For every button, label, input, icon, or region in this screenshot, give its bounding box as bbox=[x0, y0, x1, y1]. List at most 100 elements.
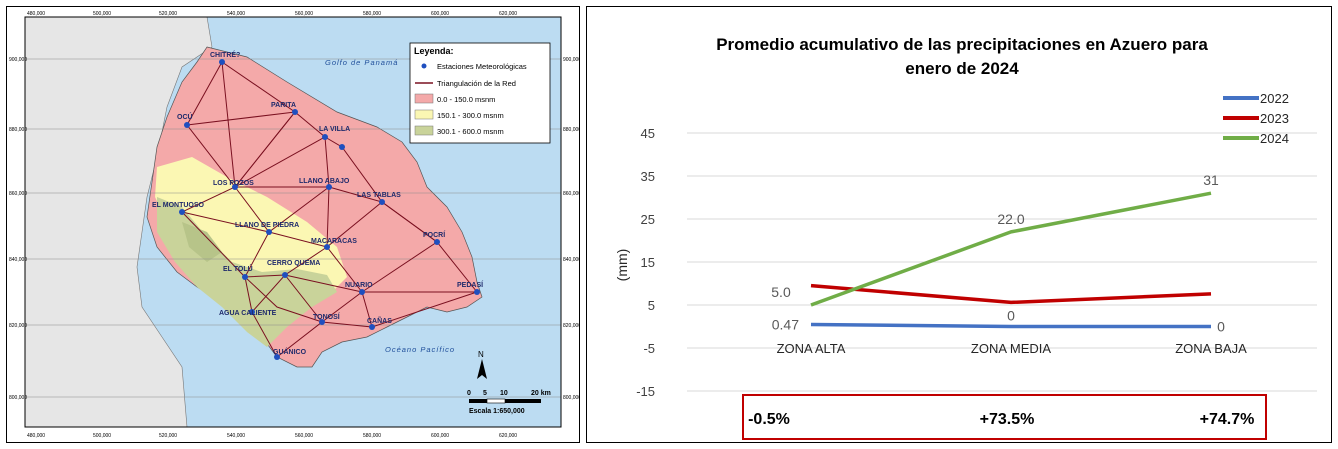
data-label: 0 bbox=[1007, 308, 1015, 324]
station-marker bbox=[359, 289, 365, 295]
change-value: +73.5% bbox=[980, 411, 1035, 428]
town-label: GUÁNICO bbox=[273, 347, 307, 356]
map-y-tick: 800,000 bbox=[563, 395, 579, 401]
map-y-ticks: 900,000 880,000 860,000 840,000 820,000 … bbox=[9, 57, 581, 401]
map-y-tick: 860,000 bbox=[9, 191, 27, 197]
map-x-ticks-top: 480,000 500,000 520,000 540,000 560,000 … bbox=[27, 11, 517, 17]
town-label: CHITRÉ? bbox=[210, 50, 240, 59]
station-marker bbox=[274, 354, 280, 360]
swatch-0-150 bbox=[414, 93, 434, 104]
sea-label-south: Océano Pacífico bbox=[385, 345, 455, 354]
map-y-tick: 860,000 bbox=[563, 191, 579, 197]
sea-label-north: Golfo de Panamá bbox=[325, 58, 398, 67]
town-label: MACARACAS bbox=[311, 238, 357, 245]
chart-panel: -15 -5 5 15 25 35 45 ZONA ALTA ZONA MEDIA ZONA B… bbox=[586, 6, 1332, 443]
data-labels: 0.47 0 0 5.0 22.0 31 bbox=[771, 172, 1225, 334]
station-marker bbox=[326, 184, 332, 190]
data-label: 0.47 bbox=[772, 316, 799, 332]
swatch-150-300 bbox=[414, 109, 434, 120]
north-label: N bbox=[478, 350, 484, 359]
map-legend-label: 300.1 - 600.0 msnm bbox=[437, 127, 504, 136]
town-label: NUARIO bbox=[345, 282, 373, 289]
map-x-tick: 500,000 bbox=[93, 11, 111, 17]
map-x-tick: 620,000 bbox=[499, 433, 517, 439]
town-label: EL MONTUOSO bbox=[152, 202, 205, 209]
station-marker bbox=[292, 109, 298, 115]
y-tick-label: 25 bbox=[641, 212, 655, 227]
town-label: PEDASÍ bbox=[457, 280, 484, 289]
map-x-tick: 560,000 bbox=[295, 11, 313, 17]
data-label: 31 bbox=[1203, 172, 1219, 188]
map-y-tick: 900,000 bbox=[9, 57, 27, 63]
chart-legend: 2022 2023 2024 bbox=[1223, 91, 1289, 146]
precipitation-line-chart: -15 -5 5 15 25 35 45 ZONA ALTA ZONA MEDIA ZONA B… bbox=[614, 35, 1317, 440]
map-legend-label: Estaciones Meteorológicas bbox=[437, 62, 527, 71]
north-arrow-icon: N bbox=[477, 350, 487, 379]
station-marker bbox=[219, 59, 225, 65]
data-label: 0 bbox=[1217, 319, 1225, 335]
scale-bar: 0 5 10 20 km Escala 1:650,000 bbox=[467, 390, 551, 415]
gridlines bbox=[687, 132, 1317, 392]
series-line-2023 bbox=[810, 283, 1212, 305]
town-label: EL TOLÚ bbox=[223, 264, 253, 273]
series-line-2024 bbox=[810, 191, 1212, 307]
map-x-tick: 580,000 bbox=[363, 11, 381, 17]
y-axis-label: (mm) bbox=[614, 249, 630, 282]
town-label: LAS TABLAS bbox=[357, 192, 401, 199]
category-label: ZONA ALTA bbox=[777, 341, 846, 356]
map-x-tick: 520,000 bbox=[159, 11, 177, 17]
map-y-tick: 880,000 bbox=[563, 127, 579, 133]
station-marker bbox=[339, 144, 345, 150]
station-marker bbox=[322, 134, 328, 140]
map-x-tick: 520,000 bbox=[159, 433, 177, 439]
town-label: LLANO ABAJO bbox=[299, 178, 350, 185]
legend-label: 2024 bbox=[1260, 131, 1289, 146]
series-lines bbox=[810, 191, 1212, 329]
swatch-300-600 bbox=[414, 125, 434, 136]
station-marker bbox=[379, 199, 385, 205]
chart-title-line-2: enero de 2024 bbox=[905, 59, 1019, 78]
scale-tick: 10 bbox=[500, 390, 508, 397]
town-labels: CHITRÉ? OCÚ PARITA LA VILLA LOS POZOS LL… bbox=[152, 50, 484, 356]
chart-title-line-1: Promedio acumulativo de las precipitacio… bbox=[716, 35, 1208, 54]
category-label: ZONA MEDIA bbox=[971, 341, 1052, 356]
map-legend-label: 150.1 - 300.0 msnm bbox=[437, 111, 504, 120]
map-legend-title: Leyenda: bbox=[414, 46, 454, 56]
town-label: CAÑAS bbox=[367, 316, 392, 325]
station-legend-icon bbox=[421, 63, 427, 69]
station-marker bbox=[474, 289, 480, 295]
scale-tick: 20 km bbox=[531, 390, 551, 397]
y-tick-label: -5 bbox=[643, 341, 655, 356]
station-marker bbox=[232, 184, 238, 190]
map-x-tick: 480,000 bbox=[27, 11, 45, 17]
data-label: 5.0 bbox=[771, 284, 791, 300]
town-label: AGUA CALIENTE bbox=[219, 310, 277, 317]
scale-tick: 0 bbox=[467, 390, 471, 397]
station-marker bbox=[282, 272, 288, 278]
map-y-tick: 820,000 bbox=[563, 323, 579, 329]
scale-text: Escala 1:650,000 bbox=[469, 408, 525, 415]
legend-label: 2023 bbox=[1260, 111, 1289, 126]
map-x-tick: 540,000 bbox=[227, 11, 245, 17]
map-legend-label: Triangulación de la Red bbox=[437, 79, 516, 88]
map-y-tick: 880,000 bbox=[9, 127, 27, 133]
data-label: 22.0 bbox=[997, 211, 1024, 227]
map-y-tick: 820,000 bbox=[9, 323, 27, 329]
map-x-tick: 620,000 bbox=[499, 11, 517, 17]
map-legend-label: 0.0 - 150.0 msnm bbox=[437, 95, 495, 104]
y-tick-label: 5 bbox=[648, 298, 655, 313]
town-label: LLANO DE PIEDRA bbox=[235, 222, 299, 229]
town-label: CERRO QUEMA bbox=[267, 260, 320, 267]
station-markers bbox=[179, 59, 480, 360]
map-x-tick: 540,000 bbox=[227, 433, 245, 439]
y-tick-label: -15 bbox=[636, 384, 655, 399]
series-line-2022 bbox=[810, 322, 1211, 329]
legend-label: 2022 bbox=[1260, 91, 1289, 106]
y-tick-label: 45 bbox=[641, 126, 655, 141]
azuero-map: 480,000 500,000 520,000 540,000 560,000 … bbox=[9, 11, 581, 439]
station-marker bbox=[179, 209, 185, 215]
town-label: PARITA bbox=[271, 102, 296, 109]
station-marker bbox=[266, 229, 272, 235]
change-summary-values: -0.5% +73.5% +74.7% bbox=[748, 411, 1254, 428]
station-marker bbox=[434, 239, 440, 245]
